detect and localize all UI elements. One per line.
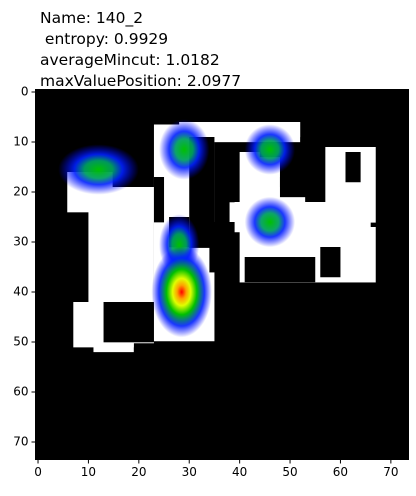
x-tick-label: 20 (131, 465, 146, 479)
obstacle (345, 152, 361, 183)
heat-blob (244, 124, 296, 175)
title-line: entropy: 0.9929 (40, 30, 168, 48)
obstacle (209, 222, 235, 273)
y-tick-label: 30 (13, 235, 28, 249)
y-tick-label: 60 (13, 385, 28, 399)
heat-blob (244, 196, 296, 248)
title-line: averageMincut: 1.0182 (40, 51, 220, 69)
heat-blob (58, 144, 139, 195)
y-tick-label: 40 (13, 285, 28, 299)
y-tick-label: 70 (13, 435, 28, 449)
y-tick-label: 50 (13, 335, 28, 349)
x-tick-label: 50 (282, 465, 297, 479)
y-tick-label: 20 (13, 185, 28, 199)
axes-frame (35, 89, 409, 460)
obstacle (103, 302, 154, 343)
x-tick-label: 60 (333, 465, 348, 479)
obstacle (244, 257, 316, 283)
x-tick-label: 0 (34, 465, 42, 479)
y-tick-label: 0 (21, 85, 29, 99)
title-line: maxValuePosition: 2.0977 (40, 72, 241, 90)
obstacle (219, 167, 235, 203)
obstacle (279, 177, 311, 198)
x-tick-label: 10 (81, 465, 96, 479)
x-tick-label: 30 (182, 465, 197, 479)
y-tick-label: 10 (13, 135, 28, 149)
title-line: Name: 140_2 (40, 9, 143, 28)
image (35, 89, 409, 460)
heat-blob (158, 119, 210, 180)
obstacle (153, 177, 165, 223)
obstacle (320, 247, 341, 278)
x-tick-label: 40 (232, 465, 247, 479)
x-tick-label: 70 (383, 465, 398, 479)
heat-peak (151, 246, 212, 338)
